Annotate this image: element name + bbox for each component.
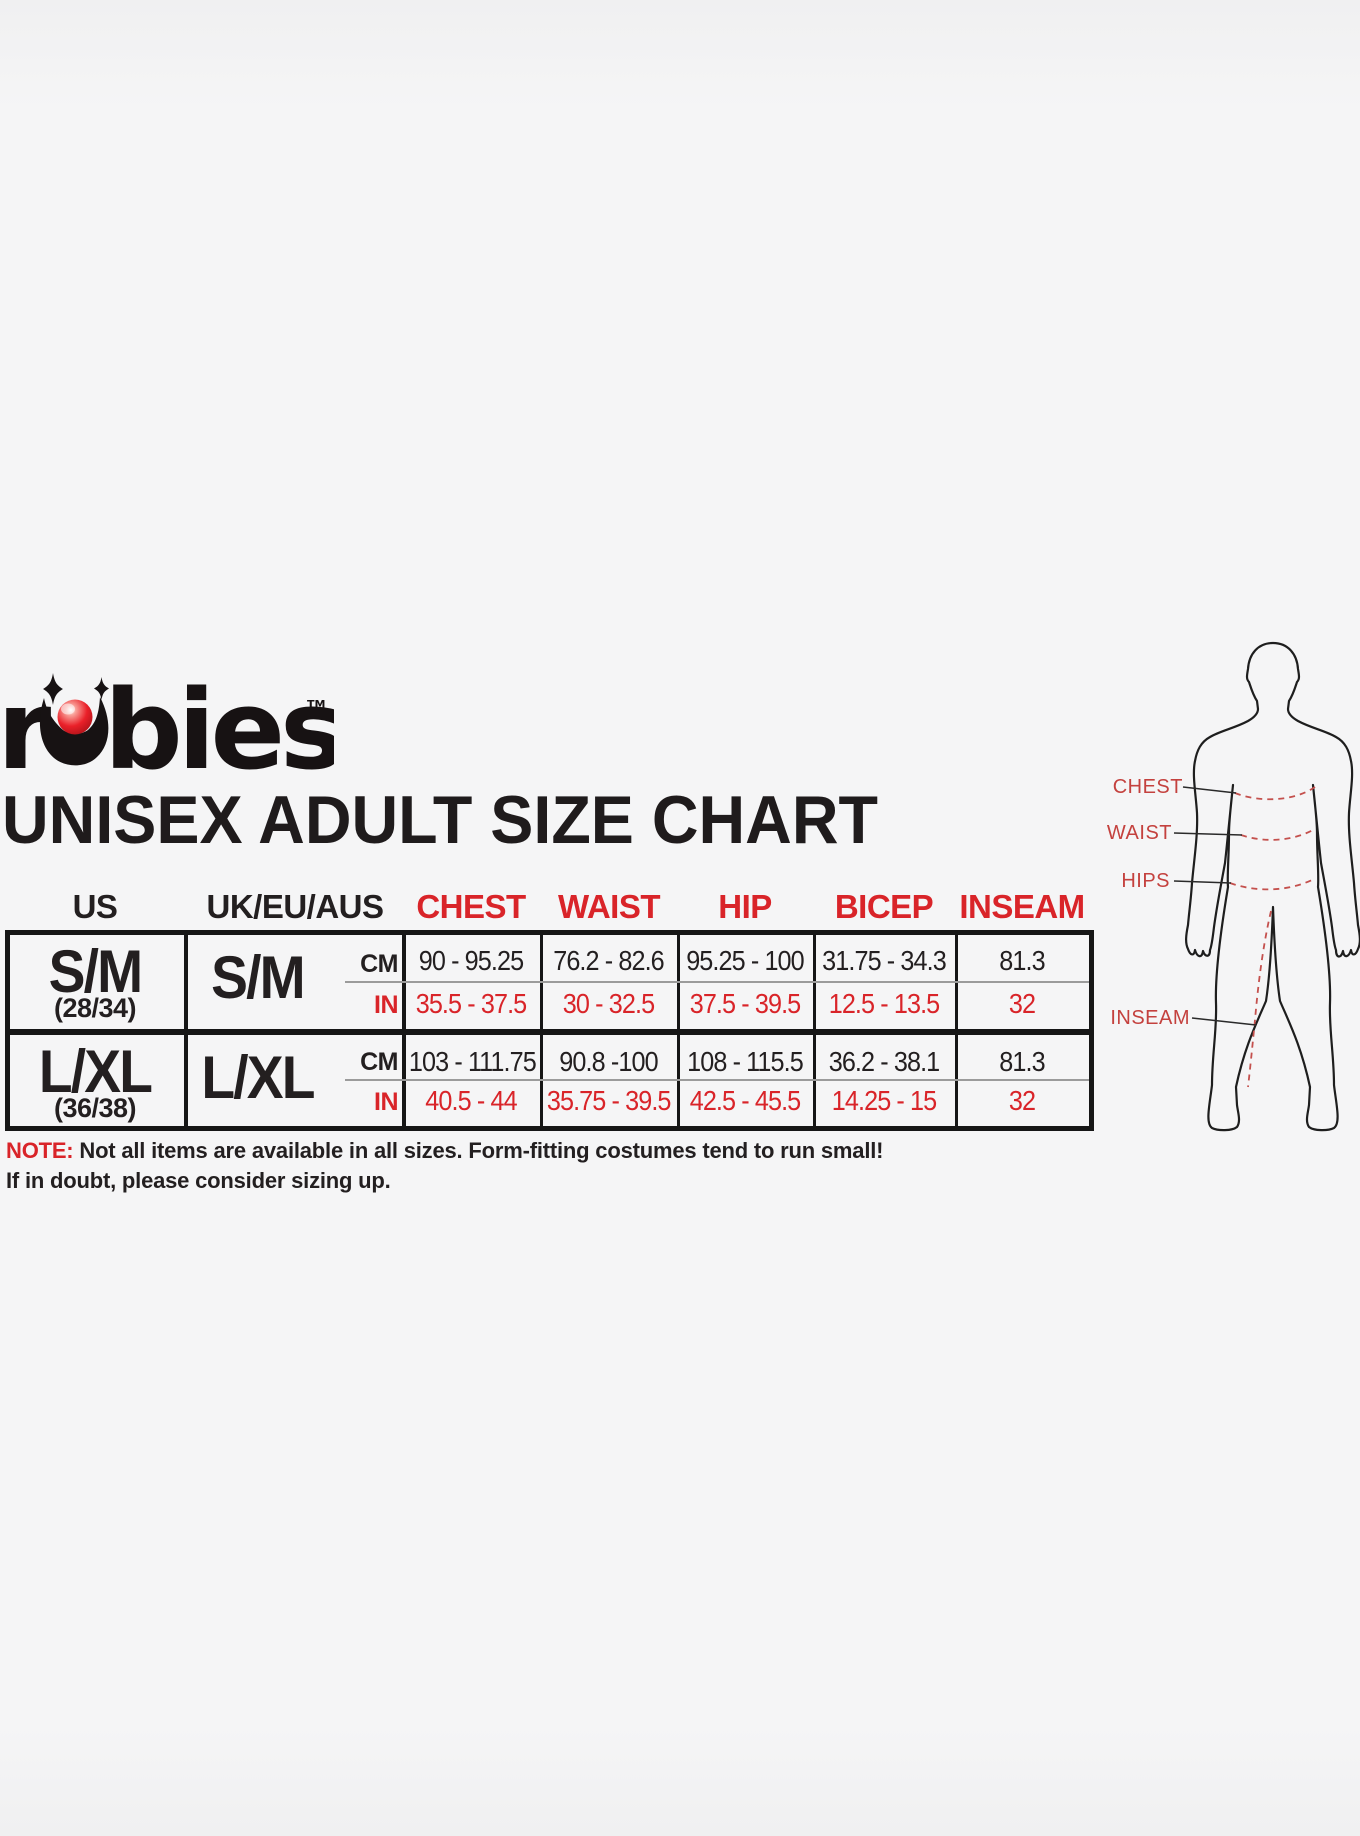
figure-label-inseam: INSEAM: [1110, 1007, 1190, 1029]
cell-in-waist: 35.75 - 39.5: [546, 1085, 672, 1116]
hips-measure-line: [1229, 878, 1315, 891]
logo-letters-bies: bies: [104, 666, 334, 780]
us-size: L/XL: [38, 1038, 153, 1105]
cell-in-bicep: 14.25 - 15: [831, 1085, 937, 1116]
cell-cm-bicep: 31.75 - 34.3: [822, 945, 947, 976]
column-header-chest: CHEST: [416, 888, 526, 925]
column-header-bicep: BICEP: [834, 888, 934, 925]
note-label: NOTE:: [6, 1138, 74, 1163]
note-text: Not all items are available in all sizes…: [79, 1138, 884, 1163]
cell-cm-hip: 95.25 - 100: [686, 945, 805, 976]
column-header-uk: UK/EU/AUS: [206, 888, 384, 925]
cell-in-inseam: 32: [1008, 1085, 1036, 1116]
unit-label-in: IN: [374, 991, 399, 1019]
cell-in-hip: 42.5 - 45.5: [689, 1085, 801, 1116]
cell-in-hip: 37.5 - 39.5: [689, 988, 801, 1019]
note-line-2: If in doubt, please consider sizing up.: [6, 1168, 391, 1193]
cell-cm-bicep: 36.2 - 38.1: [828, 1046, 940, 1077]
hips-pointer-line: [1173, 880, 1232, 884]
rubies-logo: r bies TM: [2, 666, 334, 780]
column-header-waist: WAIST: [558, 888, 661, 925]
unit-label-cm: CM: [360, 950, 398, 978]
logo-trademark: TM: [307, 698, 325, 711]
sparkle-icon: [43, 673, 63, 705]
cell-in-chest: 35.5 - 37.5: [415, 988, 527, 1019]
cell-in-chest: 40.5 - 44: [425, 1085, 517, 1116]
table-border: [5, 930, 1094, 935]
unit-divider: [345, 1079, 1089, 1081]
page-title-text: UNISEX ADULT SIZE CHART: [2, 792, 878, 854]
us-size: S/M: [48, 938, 143, 1005]
chest-measure-line: [1234, 786, 1316, 801]
note-line-1: NOTE: Not all items are available in all…: [6, 1136, 1026, 1166]
cell-in-bicep: 12.5 - 13.5: [828, 988, 940, 1019]
unit-divider: [345, 981, 1089, 983]
figure-label-waist: WAIST: [1106, 822, 1172, 844]
note: NOTE: Not all items are available in all…: [6, 1136, 1026, 1196]
us-size-range: (28/34): [53, 993, 137, 1023]
cell-cm-inseam: 81.3: [999, 1046, 1045, 1077]
waist-measure-line: [1240, 829, 1314, 841]
unit-label-in: IN: [374, 1088, 399, 1116]
ruby-ball-gloss: [61, 703, 75, 715]
table-border: [402, 930, 406, 1131]
table-border: [813, 930, 816, 1131]
table-border: [5, 1029, 1094, 1035]
waist-pointer-line: [1173, 832, 1243, 836]
size-table: S/M (28/34) S/M CM IN 90 - 95.25 76.2 - …: [5, 930, 1094, 1131]
table-border: [955, 930, 958, 1131]
cell-in-inseam: 32: [1008, 988, 1036, 1019]
cell-cm-inseam: 81.3: [999, 945, 1045, 976]
body-silhouette: [1173, 641, 1360, 1132]
table-border: [5, 1126, 1094, 1131]
uk-size: L/XL: [201, 1044, 315, 1111]
chest-pointer-line: [1182, 786, 1237, 794]
page-title: UNISEX ADULT SIZE CHART: [2, 792, 878, 854]
table-border: [540, 930, 543, 1131]
sparkle-icon: [94, 677, 109, 700]
column-header-inseam: INSEAM: [959, 888, 1085, 925]
ruby-ball: [57, 699, 93, 735]
measurement-figure: CHEST WAIST HIPS INSEAM: [1100, 635, 1360, 1145]
cell-in-waist: 30 - 32.5: [562, 988, 655, 1019]
column-header-hip: HIP: [718, 888, 772, 925]
table-border: [184, 930, 188, 1131]
cell-cm-waist: 90.8 -100: [559, 1046, 658, 1077]
body-outline: [1185, 641, 1360, 1132]
table-border: [5, 930, 10, 1131]
column-header-us: US: [72, 888, 118, 925]
cell-cm-hip: 108 - 115.5: [687, 1046, 804, 1077]
table-border: [677, 930, 680, 1131]
figure-label-chest: CHEST: [1112, 776, 1183, 798]
uk-size: S/M: [211, 944, 305, 1011]
inseam-measure-line: [1247, 910, 1272, 1088]
cell-cm-chest: 103 - 111.75: [408, 1046, 537, 1077]
cell-cm-chest: 90 - 95.25: [418, 945, 524, 976]
unit-label-cm: CM: [360, 1048, 398, 1076]
cell-cm-waist: 76.2 - 82.6: [553, 945, 664, 976]
us-size-range: (36/38): [53, 1093, 137, 1123]
inseam-pointer-line: [1191, 1017, 1257, 1026]
logo-crescent: [39, 697, 109, 766]
figure-label-hips: HIPS: [1121, 870, 1170, 892]
table-border: [1089, 930, 1094, 1131]
